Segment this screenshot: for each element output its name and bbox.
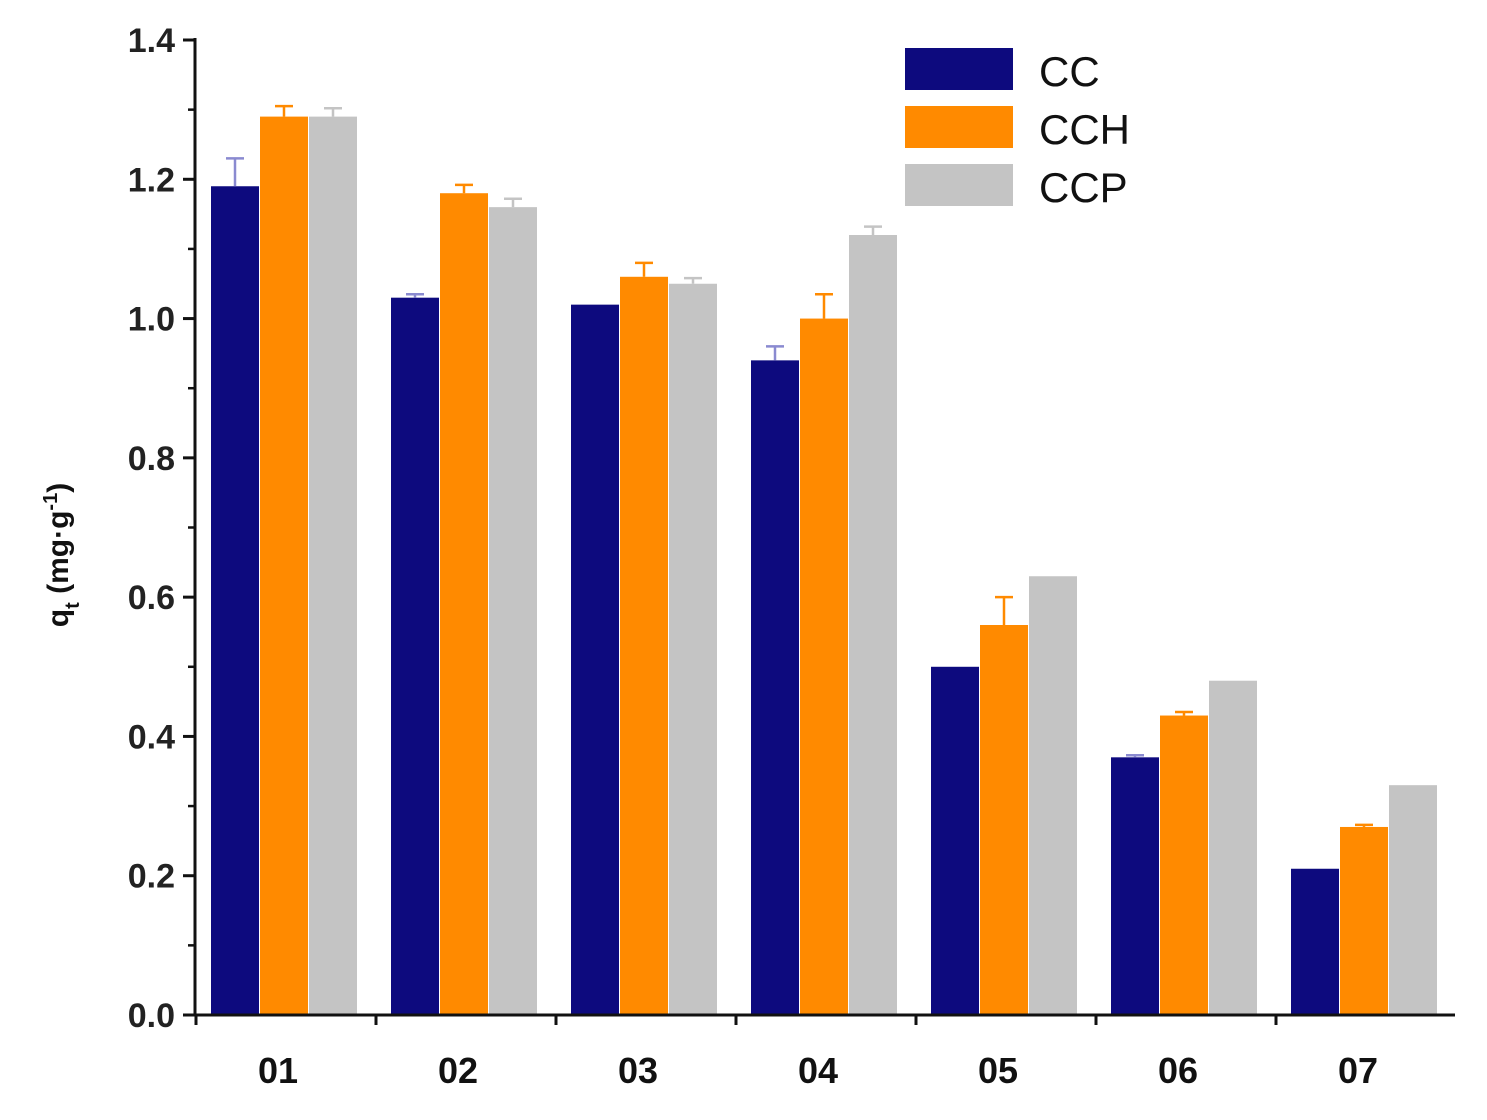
bar-ccp-01 [309,116,357,1016]
x-tick-label: 02 [438,1050,478,1091]
bar-cc-06 [1111,757,1159,1015]
y-tick-label: 0.4 [128,718,175,756]
bar-ccp-02 [489,207,537,1016]
legend-label-cc: CC [1039,48,1100,95]
y-tick-label: 1.4 [128,22,175,60]
bar-cch-03 [620,276,668,1015]
x-tick-label: 06 [1158,1050,1198,1091]
bar-cch-06 [1160,715,1208,1015]
x-tick-label: 04 [798,1050,838,1091]
y-tick-label: 1.2 [128,161,175,199]
y-tick-label: 0.2 [128,858,175,896]
bar-cc-04 [751,360,799,1015]
legend: CC CCH CCP [905,48,1130,211]
bar-ccp-07 [1389,785,1437,1015]
bar-ccp-03 [669,283,717,1015]
legend-swatch-cch [905,106,1013,148]
x-tick-label: 07 [1338,1050,1378,1091]
x-tick-label: 05 [978,1050,1018,1091]
y-tick-label: 1.0 [128,301,175,339]
bar-cch-02 [440,193,488,1015]
y-axis-title: qt (mg·g-1) [40,483,84,627]
x-tick-label: 03 [618,1050,658,1091]
bar-cch-01 [260,116,308,1016]
bar-cch-05 [980,625,1028,1015]
bar-ccp-04 [849,235,897,1015]
bar-ccp-06 [1209,680,1257,1015]
bars-layer [211,116,1437,1016]
bar-cch-04 [800,318,848,1016]
y-tick-label: 0.8 [128,440,175,478]
x-tick-label: 01 [258,1050,298,1091]
bar-ccp-05 [1029,576,1077,1015]
legend-swatch-ccp [905,164,1013,206]
bar-cc-05 [931,666,979,1015]
legend-swatch-cc [905,48,1013,90]
bar-cc-01 [211,186,259,1015]
y-tick-label: 0.0 [128,997,175,1035]
error-bars-layer [226,104,1373,827]
bar-cc-02 [391,297,439,1015]
legend-label-cch: CCH [1039,106,1130,153]
legend-label-ccp: CCP [1039,164,1128,211]
bar-cc-07 [1291,868,1339,1015]
bar-cc-03 [571,304,619,1016]
axes-layer: 0.0 0.2 0.4 0.6 0.8 1.0 1.2 1.4 01 02 03 04 05 06 07 [128,22,1455,1091]
y-tick-label: 0.6 [128,579,175,617]
bar-cch-07 [1340,826,1388,1015]
